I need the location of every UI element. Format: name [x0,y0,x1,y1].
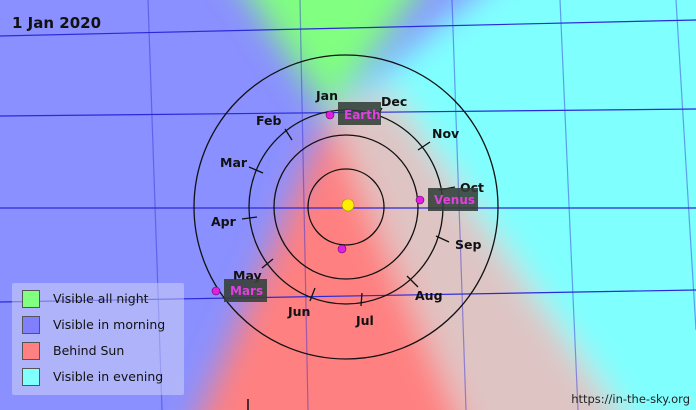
legend-swatch [22,290,40,308]
mars-orbit [193,54,499,360]
earth-label: Earth [344,108,381,122]
month-label-jul: Jul [355,313,374,328]
credit-link[interactable]: https://in-the-sky.org [571,392,690,406]
tick-may [261,258,274,269]
legend: Visible all night Visible in morning Beh… [12,283,184,395]
tick-feb [284,128,293,141]
month-label-dec: Dec [381,94,407,109]
legend-label: Visible in evening [53,369,164,384]
month-label-apr: Apr [211,214,237,229]
month-label-mar: Mar [220,155,248,170]
mars-marker [211,286,221,296]
legend-swatch [22,342,40,360]
grid-line [147,0,163,410]
tick-sep [435,235,450,243]
legend-swatch [22,368,40,386]
legend-swatch [22,316,40,334]
month-label-nov: Nov [432,126,459,141]
grid-line [0,19,696,37]
mercury-orbit [307,168,385,246]
earth-marker [325,110,335,120]
venus-label-box [428,188,478,211]
grid-line [675,0,696,331]
month-label-aug: Aug [415,288,443,303]
mars-label: Mars [230,284,263,298]
tick-nov [417,141,431,151]
earth-label-box [338,102,381,125]
venus-label: Venus [434,193,475,207]
mercury-marker [337,244,347,254]
grid-line [0,289,696,303]
tick-jul [360,292,363,307]
evening-fade-region [330,90,618,410]
sun-icon [341,198,355,212]
tick-aug [406,275,419,288]
tick-jun [309,287,316,302]
legend-label: Visible in morning [53,317,166,332]
mars-label-box [224,279,267,302]
venus-marker [415,195,425,205]
date-label: 1 Jan 2020 [12,14,102,32]
venus-orbit [273,134,419,280]
month-label-jun: Jun [287,304,310,319]
legend-label: Visible all night [53,291,149,306]
month-label-jan: Jan [315,88,338,103]
month-label-sep: Sep [455,237,481,252]
grid-line [559,0,579,410]
legend-label: Behind Sun [53,343,125,358]
tick-apr [241,216,258,220]
month-label-feb: Feb [256,113,282,128]
grid-line [299,0,309,410]
tick-mar [248,166,264,174]
